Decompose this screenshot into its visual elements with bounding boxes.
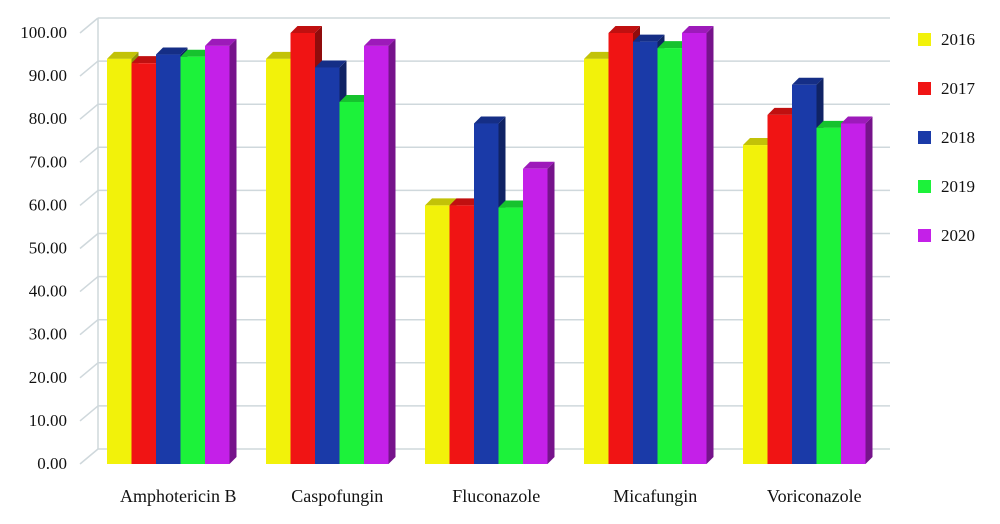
bar-top <box>816 120 848 128</box>
bar-side <box>388 38 396 465</box>
bar <box>841 123 866 464</box>
legend-swatch <box>918 180 931 193</box>
bar <box>792 84 817 464</box>
bar-top <box>156 47 188 55</box>
gridline-depth <box>79 448 99 465</box>
bar-top <box>131 56 163 64</box>
legend-swatch <box>918 82 931 95</box>
x-tick-label: Caspofungin <box>291 486 383 506</box>
bar-top <box>633 34 665 42</box>
bar-top <box>315 60 347 68</box>
bar-top <box>266 51 298 59</box>
bar <box>364 45 389 465</box>
gridline-depth <box>79 17 99 34</box>
bar <box>657 48 682 465</box>
bar <box>608 33 633 464</box>
bar <box>156 54 181 465</box>
y-tick-label: 60.00 <box>29 195 67 214</box>
y-tick-label: 70.00 <box>29 152 67 171</box>
bar-top <box>449 198 481 206</box>
gridline-depth <box>79 276 99 293</box>
y-tick-label: 40.00 <box>29 282 67 301</box>
bar-side <box>706 26 714 464</box>
bar <box>767 114 792 464</box>
bar <box>633 41 658 465</box>
bar-top <box>682 26 714 33</box>
bar-top <box>425 198 457 206</box>
bar <box>474 123 499 464</box>
legend-swatch <box>918 131 931 144</box>
bar-side <box>865 116 873 464</box>
gridline-depth <box>79 146 99 163</box>
legend-swatch <box>918 229 931 242</box>
bar-top <box>743 138 775 146</box>
gridline-depth <box>79 189 99 206</box>
bar-top <box>339 94 371 102</box>
bar-top <box>474 116 506 124</box>
bar-top <box>657 41 689 49</box>
gridline-depth <box>79 232 99 250</box>
bar-top <box>364 38 396 46</box>
bar-top <box>290 26 322 33</box>
gridline-depth <box>79 362 99 379</box>
bar <box>180 56 205 464</box>
bar <box>523 168 548 464</box>
bar <box>339 101 364 465</box>
y-tick-label: 10.00 <box>29 411 67 430</box>
y-tick-label: 20.00 <box>29 368 67 387</box>
bar <box>315 67 340 464</box>
y-tick-label: 100.00 <box>20 23 67 42</box>
bar <box>682 33 707 464</box>
y-tick-label: 50.00 <box>29 239 67 258</box>
y-tick-label: 80.00 <box>29 109 67 128</box>
gridline-depth <box>79 405 99 422</box>
bar-top <box>498 200 530 208</box>
gridline-depth <box>79 60 99 77</box>
bar <box>425 205 450 464</box>
legend-label: 2016 <box>941 30 975 49</box>
bar <box>584 58 609 465</box>
bar <box>498 207 523 464</box>
x-tick-label: Micafungin <box>613 486 697 506</box>
bar-top <box>841 116 873 124</box>
bar <box>107 58 132 465</box>
bar <box>816 127 841 464</box>
x-tick-label: Amphotericin B <box>120 486 236 506</box>
gridline-depth <box>79 103 99 120</box>
bar-side <box>547 161 555 464</box>
y-tick-label: 90.00 <box>29 66 67 85</box>
bar <box>266 58 291 465</box>
bar-top <box>205 38 237 46</box>
bar <box>131 63 156 465</box>
x-tick-label: Fluconazole <box>452 486 540 506</box>
y-tick-label: 0.00 <box>37 454 67 473</box>
bar-side <box>229 38 237 465</box>
y-tick-label: 30.00 <box>29 325 67 344</box>
bar-top <box>523 161 555 169</box>
x-tick-label: Voriconazole <box>767 486 862 506</box>
bar-top <box>107 51 139 59</box>
legend-label: 2017 <box>941 79 976 98</box>
bar <box>205 45 230 465</box>
bar <box>743 145 768 464</box>
legend-label: 2018 <box>941 128 975 147</box>
bar-top <box>792 77 824 85</box>
bar <box>290 33 315 464</box>
bar-top <box>608 26 640 33</box>
bar <box>449 205 474 464</box>
bar-top <box>584 51 616 59</box>
bar-top <box>180 49 212 57</box>
legend-swatch <box>918 33 931 46</box>
legend-label: 2020 <box>941 226 975 245</box>
bar-top <box>767 107 799 115</box>
gridline-depth <box>79 319 99 336</box>
legend-label: 2019 <box>941 177 975 196</box>
